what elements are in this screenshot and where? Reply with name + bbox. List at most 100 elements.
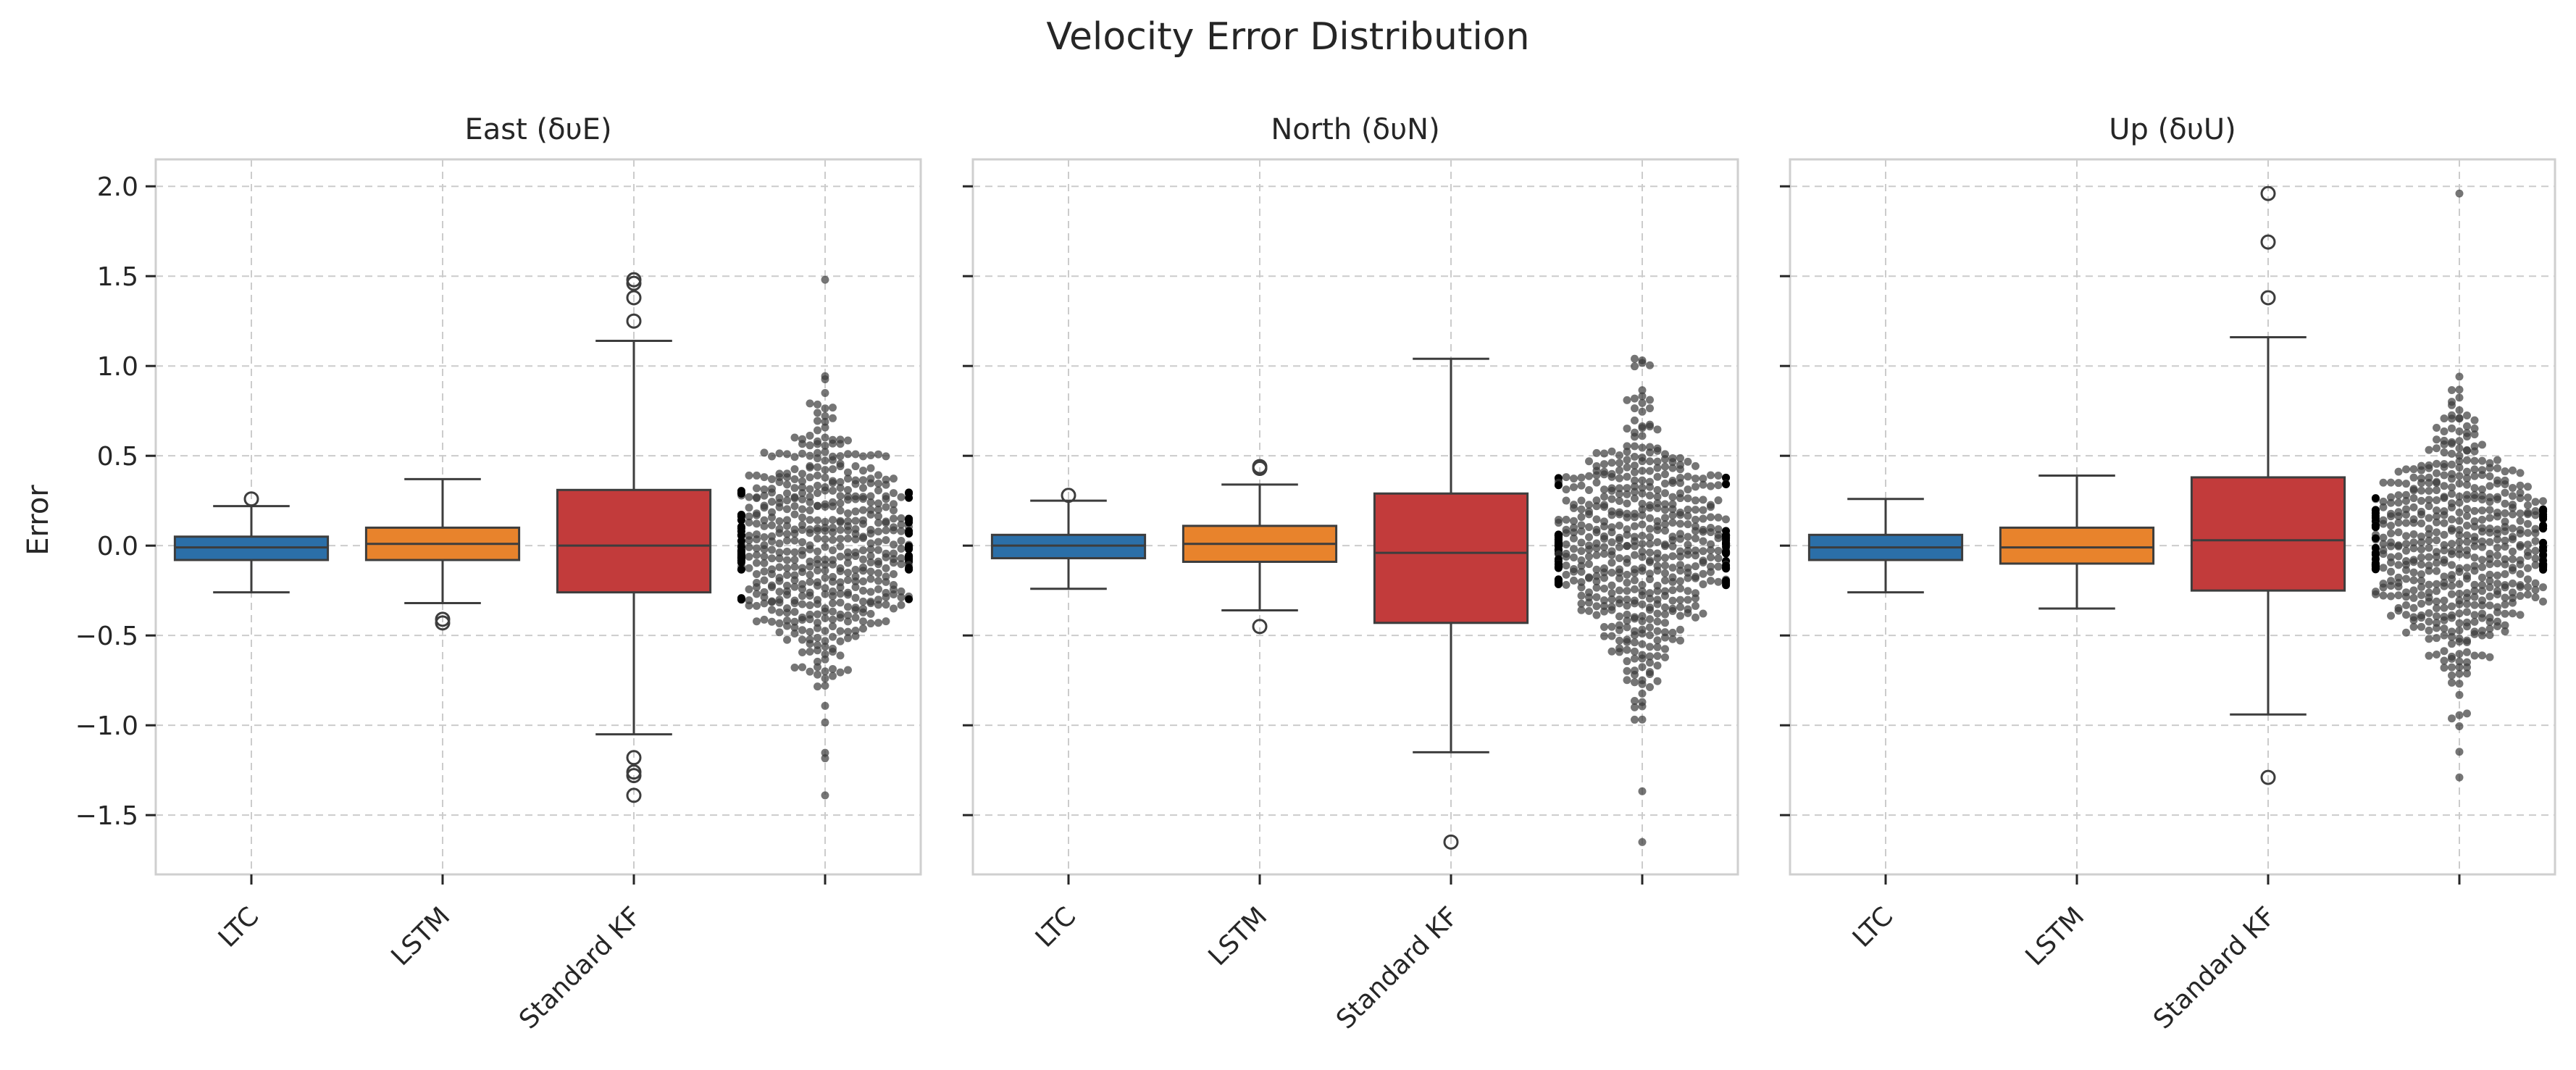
swarm-point — [1707, 528, 1715, 537]
swarm-point — [2402, 532, 2410, 540]
swarm-point — [2509, 566, 2517, 574]
box-standard-kf — [1373, 492, 1529, 624]
swarm-point — [829, 648, 837, 656]
swarm-point — [2509, 466, 2517, 475]
swarm-point — [814, 547, 821, 556]
swarm-point — [1699, 547, 1707, 556]
swarm-point — [890, 604, 898, 613]
swarm-point — [2425, 635, 2433, 643]
swarm-point — [2455, 189, 2464, 198]
swarm-point — [2539, 497, 2547, 506]
swarm-point — [882, 577, 890, 586]
swarm-point — [2539, 583, 2547, 592]
swarm-point — [2493, 622, 2501, 631]
swarm-point — [1684, 485, 1692, 494]
panel-1: North (δυN) LTC LSTM Standard KF — [963, 113, 1739, 1035]
swarm-point — [829, 516, 837, 524]
swarm-point — [1607, 559, 1616, 567]
swarm-point — [2463, 564, 2471, 572]
swarm-point — [1623, 610, 1631, 619]
swarm-point — [798, 663, 806, 672]
swarm-point — [2394, 498, 2403, 507]
swarm-point — [821, 754, 829, 763]
swarm-point — [753, 601, 761, 610]
swarm-point — [2463, 495, 2471, 503]
swarm-point — [1570, 567, 1578, 576]
panel-frame — [154, 158, 922, 876]
swarm-point — [2485, 577, 2494, 585]
swarm-point — [1668, 542, 1677, 551]
swarm-point — [2485, 482, 2494, 490]
swarm-point — [790, 530, 799, 538]
swarm-point — [2524, 564, 2532, 572]
swarm-point — [2463, 411, 2471, 420]
swarm-point — [2455, 609, 2464, 618]
swarm-point — [1631, 488, 1639, 496]
swarm-point — [2478, 471, 2486, 480]
swarm-point — [1638, 591, 1647, 600]
swarm-point — [1623, 595, 1631, 604]
swarm-point — [2485, 624, 2494, 633]
swarm-point — [2387, 493, 2395, 501]
swarm-point — [897, 537, 906, 546]
swarm-point — [882, 553, 890, 561]
swarm-point — [768, 488, 776, 497]
swarm-point — [2402, 566, 2410, 574]
swarm-point — [866, 451, 875, 459]
swarm-point — [814, 440, 821, 448]
swarm-point — [874, 569, 882, 577]
swarm-point — [890, 559, 898, 567]
swarm-point — [2516, 611, 2525, 619]
swarm-point — [745, 493, 753, 501]
swarm-point — [2493, 530, 2501, 538]
swarm-point — [2425, 626, 2433, 635]
swarm-point — [1623, 530, 1631, 539]
swarm-point — [2509, 588, 2517, 597]
swarm-point — [745, 543, 753, 551]
swarm-point — [790, 502, 799, 511]
swarm-point — [866, 558, 875, 567]
swarm-point — [897, 544, 906, 553]
swarm-point — [1615, 586, 1623, 595]
swarm-point — [745, 564, 753, 572]
swarm-point — [851, 606, 860, 614]
swarm-point — [1661, 633, 1669, 642]
swarm-point — [1600, 535, 1608, 543]
swarm-point — [2478, 563, 2486, 572]
swarm-point — [829, 528, 837, 537]
swarm-point — [2455, 393, 2464, 402]
swarm-point — [874, 560, 882, 569]
swarm-point — [2501, 543, 2509, 551]
swarm-point — [882, 617, 890, 626]
swarm-point — [2463, 432, 2471, 441]
swarm-point — [1585, 501, 1593, 509]
swarm-point — [1615, 484, 1623, 493]
swarm-point — [2425, 530, 2433, 538]
swarm-point — [2516, 517, 2525, 525]
swarm-point — [2463, 474, 2471, 482]
swarm-point — [1631, 452, 1639, 461]
swarm-point — [737, 565, 745, 574]
swarm-point — [882, 601, 890, 609]
swarm-point — [2501, 583, 2509, 592]
swarm-point — [2455, 619, 2464, 627]
swarm-point — [1592, 496, 1601, 505]
swarm-point — [859, 567, 867, 575]
swarm-point — [1615, 636, 1623, 645]
swarm-point — [821, 517, 829, 526]
swarm-point — [1714, 534, 1723, 543]
swarm-point — [2455, 657, 2464, 666]
swarm-point — [790, 556, 799, 564]
swarm-point — [2433, 604, 2441, 613]
swarm-point — [821, 433, 829, 442]
swarm-point — [790, 608, 799, 616]
swarm-point — [2440, 519, 2449, 527]
swarm-point — [1646, 659, 1654, 667]
swarm-point — [2402, 519, 2410, 527]
swarm-point — [2485, 514, 2494, 522]
swarm-point — [2379, 478, 2388, 487]
swarm-point — [760, 491, 769, 500]
swarm-point — [1668, 596, 1677, 605]
swarm-point — [2524, 519, 2532, 528]
swarm-point — [806, 399, 814, 408]
